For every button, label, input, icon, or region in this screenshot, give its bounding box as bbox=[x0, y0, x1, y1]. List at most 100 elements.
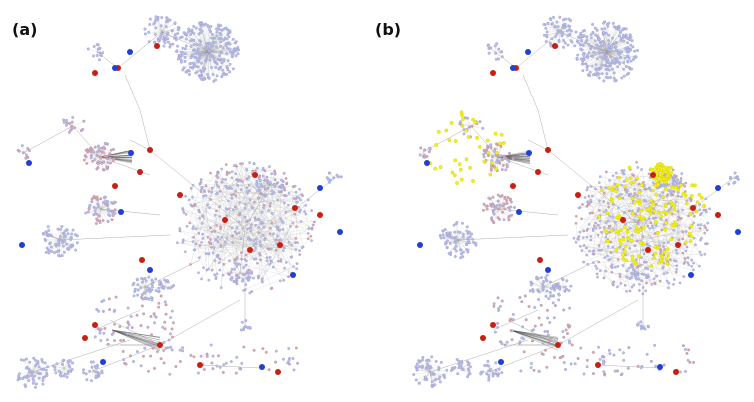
network-node bbox=[562, 45, 565, 49]
network-node bbox=[624, 27, 628, 31]
network-node bbox=[126, 320, 130, 324]
network-node bbox=[98, 47, 102, 50]
blue-marker-node bbox=[19, 242, 25, 248]
network-node bbox=[48, 241, 52, 245]
network-node bbox=[497, 367, 501, 371]
network-edge bbox=[281, 187, 290, 243]
network-node bbox=[215, 364, 219, 368]
network-node bbox=[597, 68, 601, 71]
network-node bbox=[96, 205, 100, 208]
network-node bbox=[18, 377, 22, 381]
network-edge bbox=[205, 185, 248, 222]
network-edge bbox=[231, 272, 241, 274]
network-node bbox=[298, 249, 302, 253]
network-node bbox=[222, 363, 226, 367]
network-edge bbox=[457, 239, 462, 251]
network-node bbox=[636, 364, 640, 368]
network-node bbox=[218, 205, 222, 208]
network-edge bbox=[262, 226, 291, 279]
network-edge bbox=[634, 199, 692, 246]
network-node bbox=[223, 240, 227, 244]
network-node bbox=[166, 31, 170, 35]
network-node bbox=[209, 343, 213, 347]
network-node bbox=[218, 189, 222, 193]
network-node bbox=[150, 333, 154, 337]
network-node bbox=[419, 146, 423, 150]
network-node bbox=[219, 57, 223, 61]
network-node bbox=[465, 243, 468, 247]
network-node bbox=[270, 189, 274, 193]
network-node bbox=[21, 151, 25, 155]
network-node bbox=[549, 18, 553, 21]
network-node bbox=[457, 362, 461, 366]
network-node bbox=[489, 167, 493, 171]
network-edge bbox=[498, 201, 512, 210]
network-edge bbox=[613, 200, 653, 231]
network-node bbox=[221, 273, 225, 277]
network-node bbox=[597, 72, 601, 76]
network-node bbox=[73, 233, 77, 236]
network-node bbox=[231, 234, 235, 238]
network-node bbox=[167, 18, 171, 22]
network-edge bbox=[246, 183, 278, 273]
network-node bbox=[482, 202, 486, 206]
network-node bbox=[89, 147, 93, 151]
network-node bbox=[645, 352, 649, 356]
network-edge bbox=[579, 187, 626, 233]
network-edge bbox=[429, 369, 439, 373]
network-edge bbox=[644, 262, 677, 266]
network-node bbox=[226, 68, 230, 72]
network-node bbox=[164, 312, 168, 316]
network-node bbox=[57, 369, 61, 373]
network-node bbox=[498, 217, 502, 221]
network-node bbox=[585, 235, 589, 239]
network-node bbox=[622, 169, 626, 172]
network-edge bbox=[288, 186, 294, 277]
network-node bbox=[428, 364, 432, 368]
network-node bbox=[92, 45, 96, 48]
network-node bbox=[468, 235, 472, 239]
network-node bbox=[666, 202, 670, 206]
network-node bbox=[546, 330, 550, 333]
network-edge bbox=[256, 183, 271, 186]
network-edge bbox=[270, 203, 315, 223]
network-node bbox=[62, 232, 66, 236]
network-node bbox=[234, 163, 237, 167]
network-edge bbox=[265, 195, 294, 274]
network-node bbox=[518, 340, 522, 344]
network-node bbox=[246, 326, 250, 330]
network-edge bbox=[667, 175, 675, 186]
network-node bbox=[491, 208, 495, 212]
network-node bbox=[187, 73, 191, 76]
network-node bbox=[687, 348, 691, 352]
network-node bbox=[139, 324, 143, 328]
network-edge bbox=[208, 242, 210, 270]
network-edge bbox=[236, 165, 271, 207]
network-node bbox=[215, 30, 219, 34]
network-node bbox=[256, 196, 260, 200]
network-node bbox=[197, 256, 201, 260]
network-node bbox=[37, 365, 41, 369]
network-node bbox=[580, 43, 584, 47]
network-node bbox=[604, 269, 607, 273]
network-edge bbox=[302, 238, 309, 247]
network-edge bbox=[603, 201, 614, 231]
network-node bbox=[157, 301, 161, 305]
network-node bbox=[254, 257, 258, 261]
network-node bbox=[91, 360, 95, 364]
network-node bbox=[245, 220, 249, 224]
network-edge bbox=[622, 198, 662, 252]
network-node bbox=[686, 256, 690, 260]
network-node bbox=[615, 57, 619, 61]
network-node bbox=[636, 239, 639, 243]
network-node bbox=[172, 283, 176, 287]
network-node bbox=[611, 174, 615, 178]
network-node bbox=[135, 313, 139, 317]
network-node bbox=[621, 196, 625, 200]
network-node bbox=[224, 207, 228, 210]
network-node bbox=[201, 232, 204, 236]
network-node bbox=[564, 17, 568, 21]
network-node bbox=[614, 45, 618, 49]
network-node bbox=[245, 167, 248, 171]
network-node bbox=[96, 327, 100, 331]
